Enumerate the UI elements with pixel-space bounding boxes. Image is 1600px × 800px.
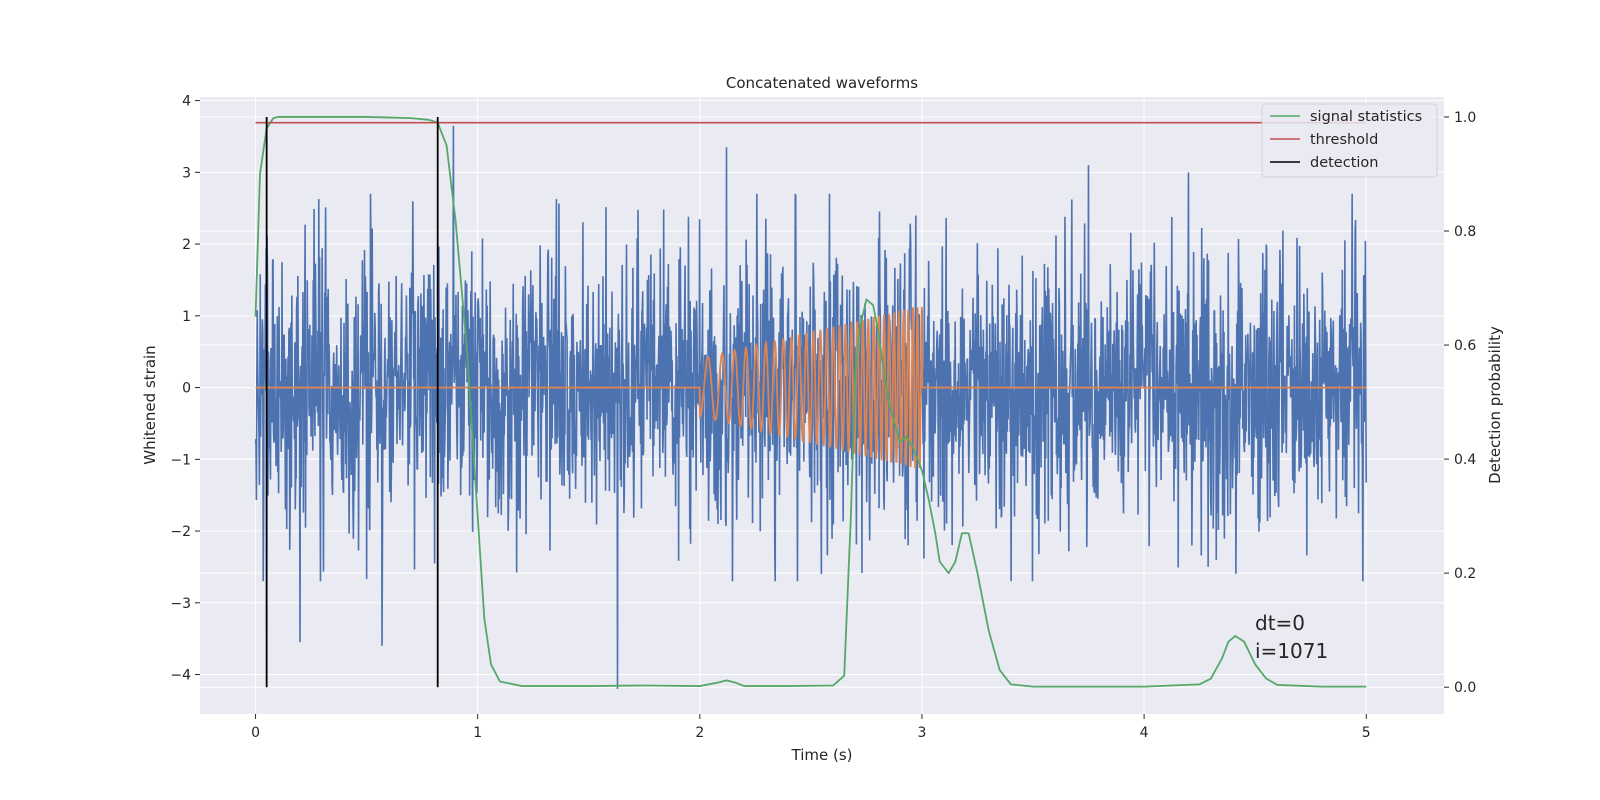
x-tick-label: 4 [1140, 725, 1149, 741]
legend: signal statistics threshold detection [1261, 103, 1438, 178]
legend-label-signal-statistics: signal statistics [1310, 109, 1422, 125]
y-tick-label: −3 [170, 596, 191, 612]
y2-tick-label: 0.4 [1454, 452, 1476, 468]
y-tick-label: 1 [182, 309, 191, 325]
x-axis-label: Time (s) [791, 746, 853, 764]
x-tick-label: 3 [918, 725, 927, 741]
y-tick-label: 4 [182, 94, 191, 110]
series-injected-chirp [255, 306, 1367, 469]
legend-label-threshold: threshold [1310, 132, 1378, 148]
y2-axis-label: Detection probability [1486, 326, 1504, 484]
series-layer [254, 116, 1368, 689]
chart-title: Concatenated waveforms [726, 74, 918, 92]
y2-tick-label: 0.0 [1454, 680, 1476, 696]
y-tick-label: 2 [182, 237, 191, 253]
axes-layer: 0 1 2 3 4 5 4 3 2 1 0 −1 −2 −3 −4 1.0 0.8 0.6 0.4 0.2 0.0 [170, 94, 1476, 741]
y-tick-label: 0 [182, 381, 191, 397]
y2-tick-label: 0.6 [1454, 338, 1476, 354]
y2-tick-label: 1.0 [1454, 110, 1476, 126]
legend-box [1261, 103, 1438, 178]
x-tick-label: 0 [251, 725, 260, 741]
y2-tick-label: 0.2 [1454, 566, 1476, 582]
y-tick-label: −2 [170, 524, 191, 540]
y-tick-label: −4 [170, 668, 191, 684]
y-tick-label: 3 [182, 165, 191, 181]
y-tick-label: −1 [170, 452, 191, 468]
x-tick-label: 1 [473, 725, 482, 741]
annotation-index: i=1071 [1255, 639, 1328, 663]
annotation-dt: dt=0 [1255, 611, 1305, 635]
y2-tick-label: 0.8 [1454, 224, 1476, 240]
x-tick-label: 5 [1362, 725, 1371, 741]
legend-label-detection: detection [1310, 155, 1378, 171]
series-signal-statistics [254, 116, 1367, 688]
x-tick-label: 2 [695, 725, 704, 741]
y-axis-label: Whitened strain [141, 345, 159, 464]
